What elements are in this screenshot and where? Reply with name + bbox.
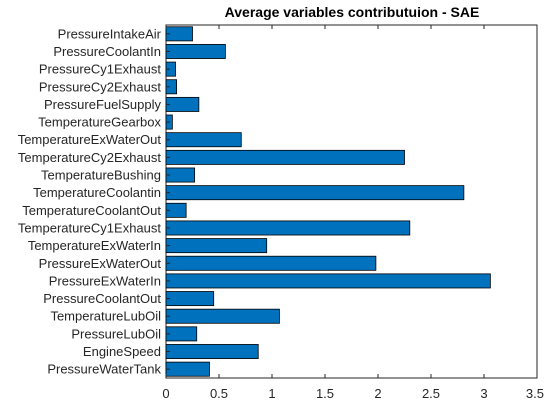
category-label: TemperatureCoolantin: [33, 185, 161, 200]
bar-PressureCoolantOut: [165, 291, 215, 307]
bar-PressureCoolantIn: [165, 44, 226, 59]
x-tick-label: 0.5: [210, 386, 228, 401]
x-tick-label: 1: [268, 386, 275, 401]
bar-PressureLubOil: [165, 326, 198, 342]
category-label: TemperatureLubOil: [50, 309, 161, 324]
plot-area: [165, 24, 538, 379]
category-labels: PressureIntakeAir PressureCoolantIn Pressu…: [18, 26, 162, 376]
category-label: TemperatureCy1Exhaust: [18, 220, 161, 235]
bar-TemperatureExWaterIn: [165, 238, 268, 254]
bar-PressureWaterTank: [165, 361, 210, 377]
bar-TemperatureCy1Exhaust: [165, 220, 411, 236]
x-tick-label: 1.5: [316, 386, 334, 401]
category-label: PressureFuelSupply: [44, 97, 162, 112]
bar-PressureExWaterIn: [165, 273, 491, 289]
category-label: TemperatureExWaterOut: [18, 132, 162, 147]
category-label: PressureLubOil: [71, 326, 161, 341]
chart-title: Average variables contributuion - SAE: [225, 4, 480, 20]
bar-PressureExWaterOut: [165, 255, 377, 271]
x-tick-label: 3: [480, 386, 487, 401]
category-label: TemperatureGearbox: [38, 115, 161, 130]
x-tick-label: 2: [374, 386, 381, 401]
category-label: EngineSpeed: [83, 344, 161, 359]
bar-TemperatureCoolantin: [165, 185, 465, 201]
bar-TemperatureExWaterOut: [165, 132, 242, 148]
bar-TemperatureLubOil: [165, 308, 280, 324]
x-tick-label: 2.5: [422, 386, 440, 401]
category-label: PressureIntakeAir: [58, 26, 162, 41]
category-label: TemperatureCoolantOut: [22, 203, 161, 218]
bar-TemperatureBushing: [165, 167, 196, 183]
category-label: PressureCoolantIn: [53, 44, 161, 59]
category-label: TemperatureExWaterIn: [28, 238, 161, 253]
category-label: PressureWaterTank: [47, 362, 161, 377]
category-label: PressureCy1Exhaust: [39, 62, 161, 77]
category-label: TemperatureCy2Exhaust: [18, 150, 161, 165]
bar-TemperatureCy2Exhaust: [165, 149, 405, 165]
category-label: PressureExWaterIn: [49, 273, 161, 288]
x-tick-label: 0: [162, 386, 169, 401]
category-label: PressureCoolantOut: [43, 291, 161, 306]
x-tick-label: 3.5: [526, 386, 544, 401]
bar-EngineSpeed: [165, 344, 259, 359]
category-label: PressureExWaterOut: [39, 256, 162, 271]
x-axis-ticks: 0 0.5 1 1.5 2 2.5 3 3.5: [162, 25, 544, 401]
category-label: TemperatureBushing: [41, 168, 161, 183]
bar-PressureFuelSupply: [165, 96, 200, 112]
category-label: PressureCy2Exhaust: [39, 79, 161, 94]
